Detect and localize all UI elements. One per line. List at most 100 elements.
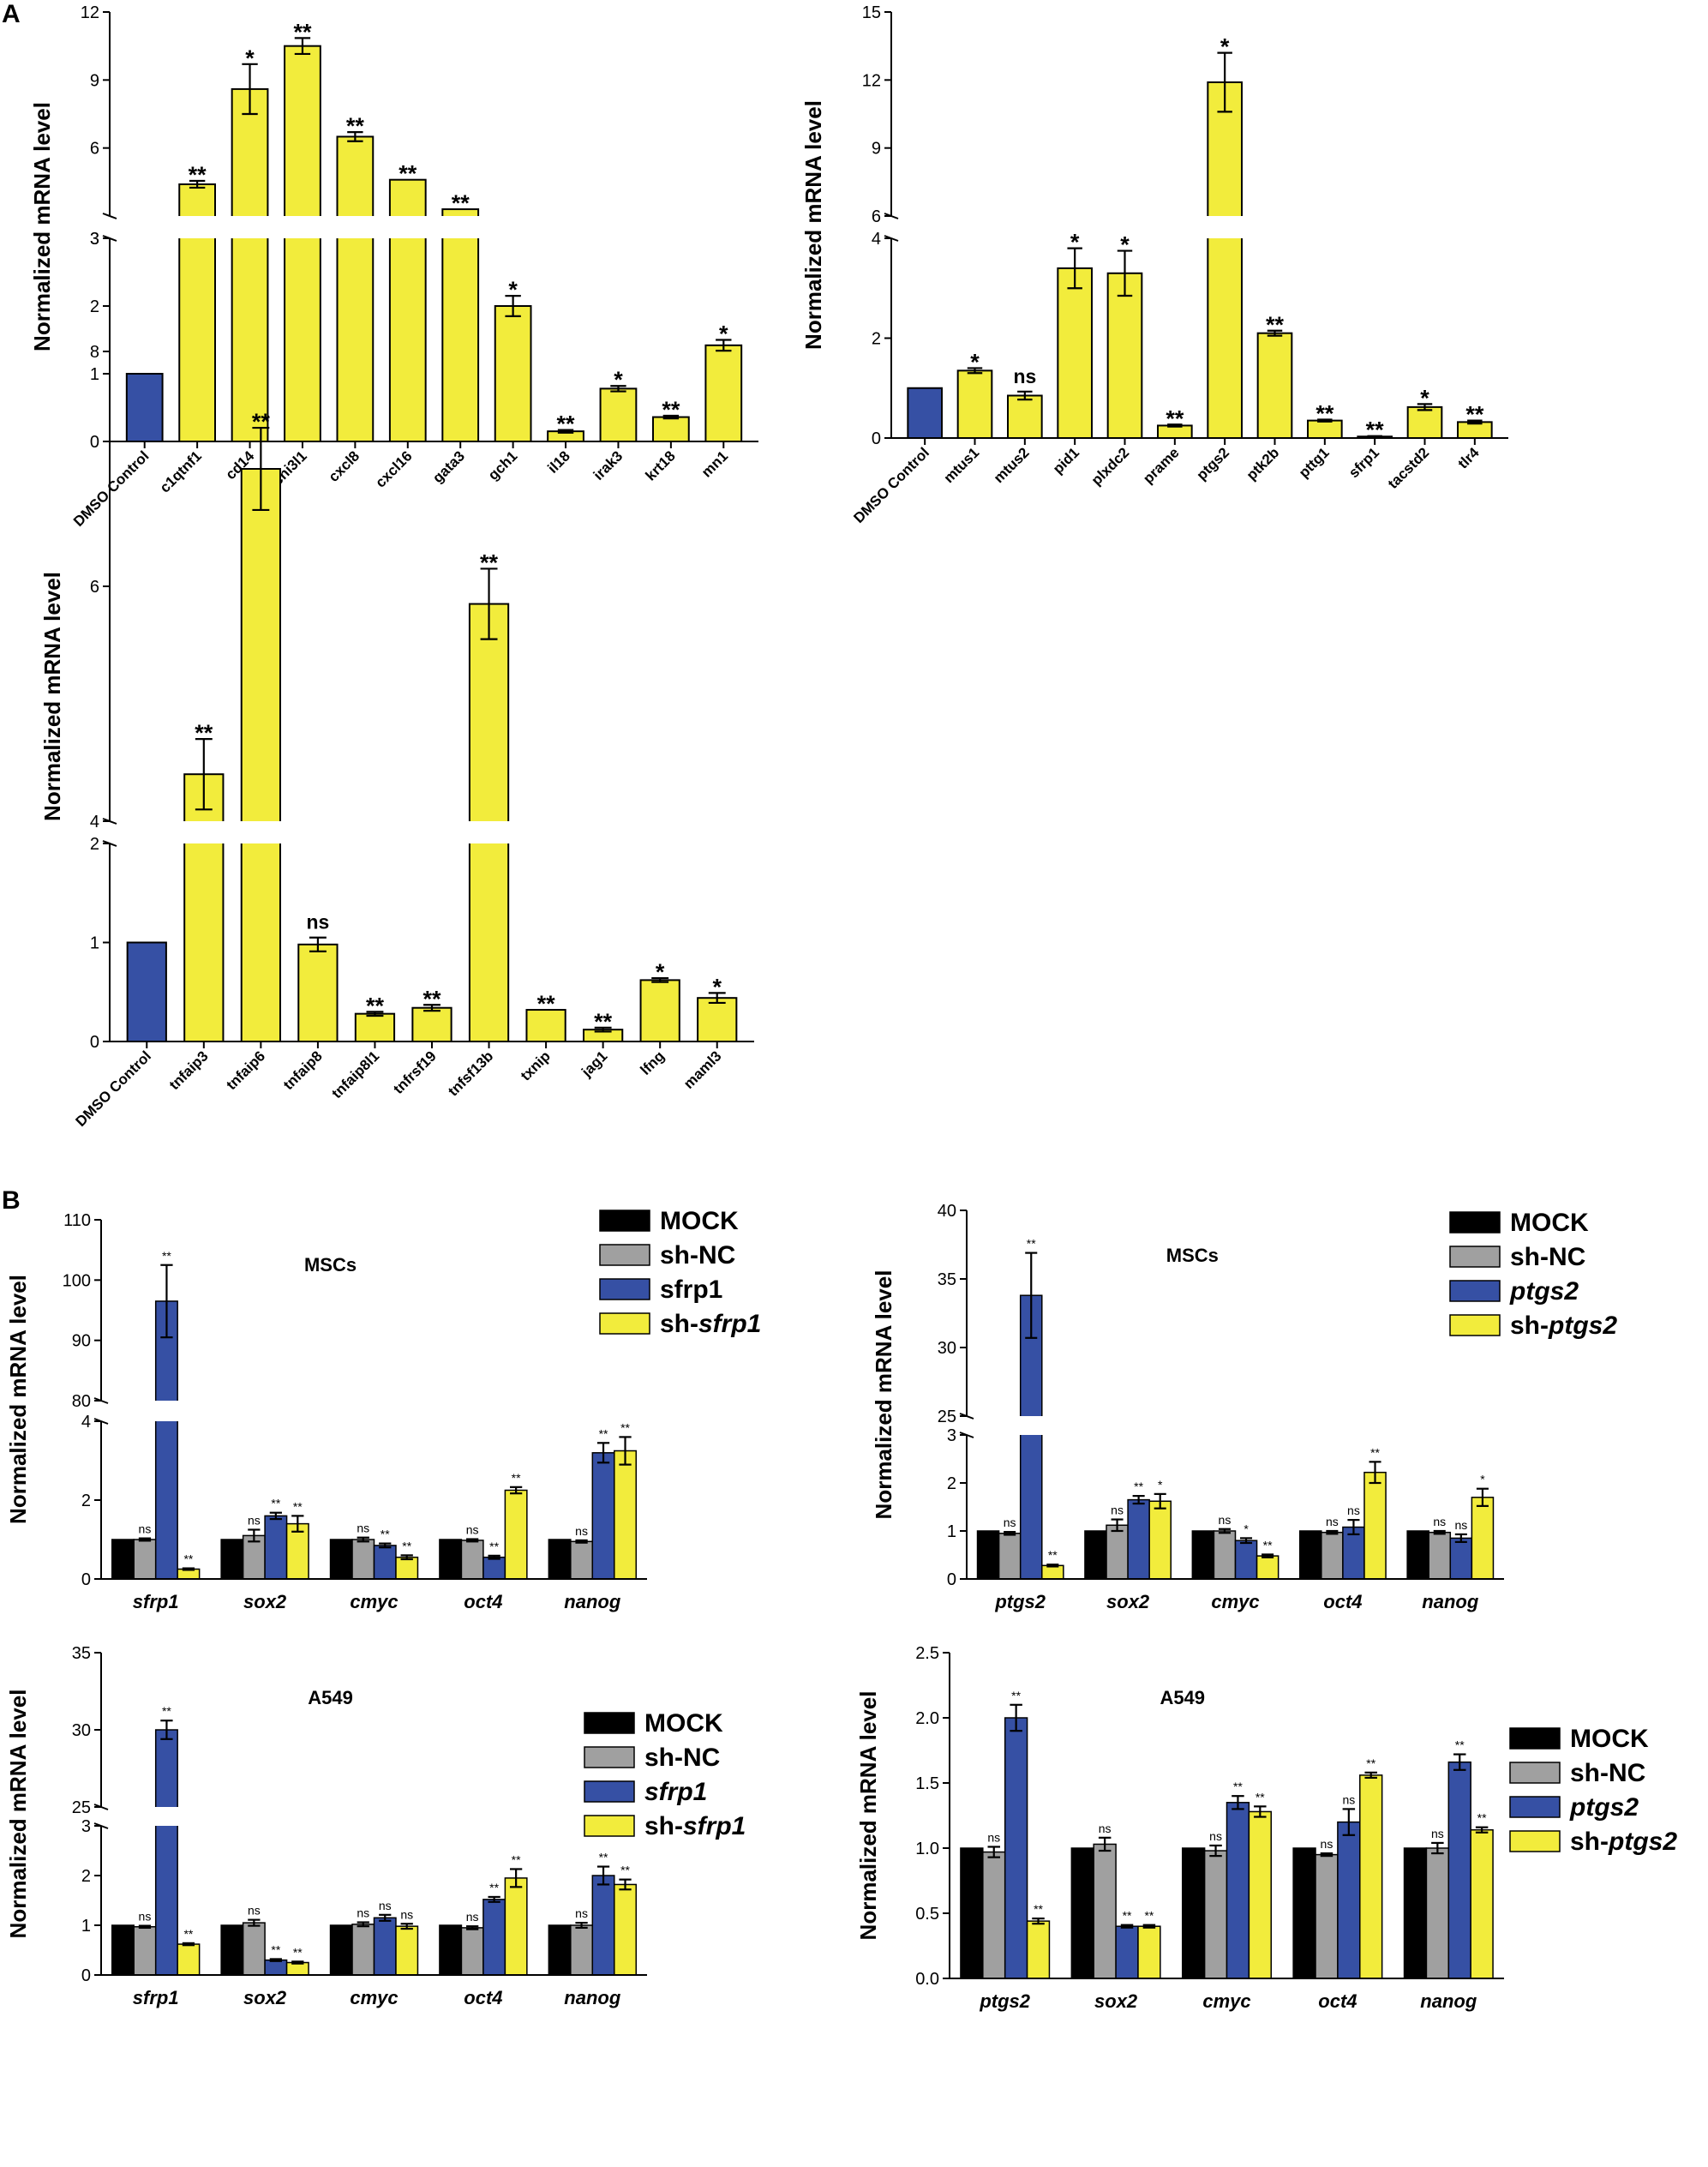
bar-sh-nc-nanog — [1425, 1847, 1450, 1979]
significance-label: ** — [662, 397, 680, 423]
significance-label: * — [719, 321, 728, 347]
legend-swatch-2 — [1449, 1280, 1501, 1302]
y-tick-label: 1.5 — [915, 1774, 939, 1793]
bar-mock-cmyc — [329, 1539, 353, 1580]
bar-sfrp1-cmyc — [373, 1917, 397, 1976]
y-axis-label: Normalized mRNA level — [855, 1691, 881, 1941]
significance-label: ns — [1454, 1518, 1467, 1532]
significance-label: ** — [1455, 1738, 1465, 1752]
significance-label: ** — [1134, 1480, 1143, 1493]
chart-title: MSCs — [304, 1254, 357, 1276]
axis-break-gap — [153, 1401, 180, 1421]
y-tick-label: 12 — [81, 3, 99, 22]
legend-swatch-1 — [599, 1244, 650, 1266]
significance-label: ns — [357, 1522, 369, 1535]
bar-mock-cmyc — [1191, 1530, 1215, 1580]
bar-sh-nc-sox2 — [1106, 1524, 1129, 1580]
bar-sh-sfrp1-cmyc — [395, 1556, 419, 1580]
bar-mock-oct4 — [439, 1924, 463, 1976]
x-tick-label-oct4: oct4 — [464, 1987, 502, 2008]
legend-swatch-2 — [584, 1780, 635, 1803]
x-tick-label-plxdc2: plxdc2 — [1088, 444, 1133, 489]
axis-break-gap — [183, 821, 225, 843]
legend-entry-0: MOCK — [1570, 1725, 1649, 1753]
x-tick-label-cmyc: cmyc — [1211, 1591, 1259, 1612]
bar-sfrp1-nanog — [591, 1452, 615, 1580]
bar-txnip — [525, 1009, 566, 1043]
significance-label: ** — [1263, 1538, 1273, 1552]
x-tick-label-tnfaip3: tnfaip3 — [166, 1047, 212, 1093]
significance-label: * — [712, 974, 722, 999]
x-tick-label-cmyc: cmyc — [350, 1987, 398, 2008]
y-axis-label: Normalized mRNA level — [800, 100, 826, 350]
significance-label: ** — [620, 1864, 630, 1877]
bar-sh-nc-oct4 — [460, 1540, 484, 1580]
significance-label: * — [508, 277, 518, 303]
legend-swatch-0 — [1449, 1211, 1501, 1234]
significance-label: ** — [489, 1540, 499, 1553]
y-tick-label: 35 — [72, 1644, 91, 1663]
significance-label: ns — [357, 1906, 369, 1920]
y-tick-label: 1 — [947, 1522, 956, 1541]
x-tick-label-sfrp1: sfrp1 — [133, 1987, 179, 2008]
x-tick-label-txnip: txnip — [518, 1047, 554, 1084]
bar-chi3l1 — [284, 45, 321, 443]
y-tick-label: 9 — [872, 140, 881, 159]
significance-label: ** — [1256, 1790, 1265, 1804]
significance-label: * — [1070, 230, 1080, 255]
bar-ptgs2-oct4 — [1337, 1821, 1361, 1979]
bar-cxcl8 — [336, 135, 375, 442]
legend-entry-1: sh-NC — [1570, 1759, 1645, 1787]
axis-break-gap — [153, 1807, 180, 1826]
significance-label: ** — [599, 1426, 608, 1440]
bar-tnfaip8l1 — [354, 1012, 396, 1043]
y-tick-label: 6 — [90, 578, 99, 597]
x-tick-label-pid1: pid1 — [1050, 444, 1082, 477]
bar-sh-sfrp1-cmyc — [395, 1925, 419, 1976]
bar-mock-nanog — [1403, 1847, 1428, 1979]
significance-label: * — [970, 349, 980, 375]
significance-label: ** — [1370, 1445, 1380, 1459]
x-tick-label-tacstd2: tacstd2 — [1385, 444, 1433, 492]
significance-label: ** — [1027, 1237, 1036, 1251]
bar-sh-nc-sfrp1 — [133, 1925, 157, 1976]
significance-label: * — [1220, 34, 1230, 60]
bar-mock-oct4 — [1292, 1847, 1316, 1979]
legend-swatch-3 — [1449, 1314, 1501, 1336]
significance-label: ns — [1342, 1792, 1355, 1806]
x-tick-label-maml3: maml3 — [680, 1047, 725, 1092]
significance-label: ns — [1209, 1829, 1222, 1843]
y-tick-label: 0.5 — [915, 1905, 939, 1924]
bar-ptgs2-ptgs2 — [1004, 1717, 1028, 1979]
bar-sfrp1-sox2 — [264, 1515, 288, 1580]
significance-label: ** — [1166, 405, 1184, 431]
bar-mock-ptgs2 — [960, 1847, 984, 1979]
x-tick-label-tnfaip8: tnfaip8 — [280, 1047, 326, 1093]
legend-entry-1: sh-NC — [1510, 1243, 1585, 1271]
significance-label: ** — [1048, 1548, 1058, 1562]
y-tick-label: 3 — [90, 230, 99, 249]
legend-swatch-1 — [1509, 1762, 1561, 1784]
significance-label: ** — [1477, 1811, 1487, 1825]
x-tick-label-oct4: oct4 — [1323, 1591, 1362, 1612]
bar-sh-sfrp1-oct4 — [504, 1877, 528, 1976]
x-tick-label-gch1: gch1 — [485, 447, 520, 483]
y-axis-label: Normalized mRNA level — [39, 572, 65, 821]
bar-ptgs2-cmyc — [1226, 1802, 1250, 1979]
significance-label: ** — [252, 409, 271, 435]
significance-label: ns — [139, 1522, 152, 1536]
significance-label: ** — [620, 1420, 630, 1434]
significance-label: ** — [1366, 417, 1385, 443]
x-tick-label-nanog: nanog — [1420, 1990, 1477, 2012]
significance-label: ** — [189, 162, 207, 188]
y-tick-label: 25 — [72, 1798, 91, 1817]
significance-label: ns — [1433, 1515, 1446, 1528]
y-tick-label: 2 — [90, 297, 99, 316]
bar-mock-cmyc — [1181, 1847, 1206, 1979]
y-tick-label: 3 — [90, 230, 99, 249]
significance-label: ** — [489, 1881, 499, 1894]
significance-label: ** — [195, 720, 213, 746]
significance-label: * — [1158, 1478, 1163, 1492]
significance-label: ** — [271, 1942, 280, 1956]
